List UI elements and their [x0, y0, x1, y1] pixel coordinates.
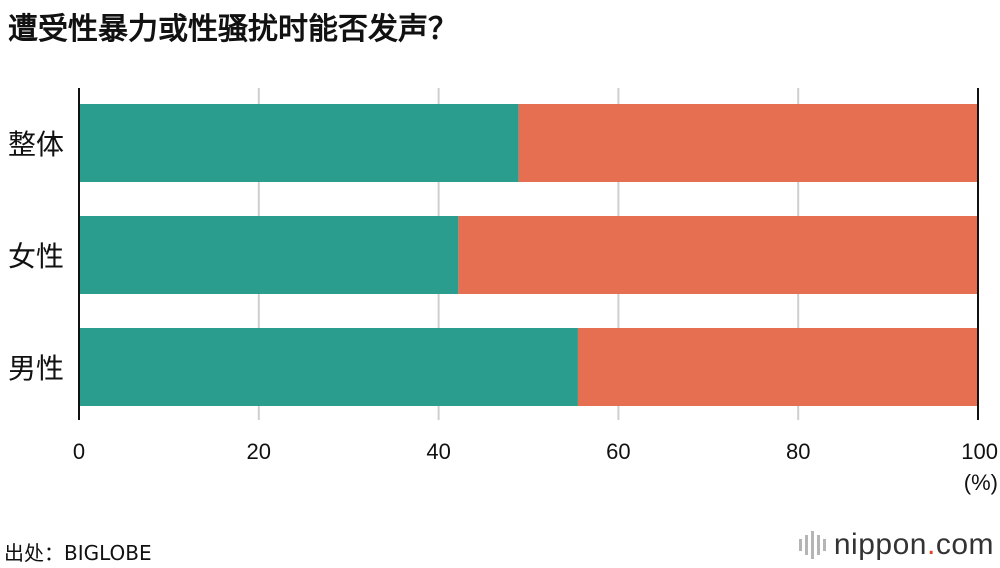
- x-unit-label: (%): [964, 470, 998, 495]
- nippon-logo: nippon.com: [798, 527, 994, 563]
- category-label: 整体: [8, 128, 64, 161]
- bar-first-segment: [79, 216, 459, 294]
- x-tick-labels: 0 20 40 60 80 100 (%): [73, 439, 998, 495]
- x-tick-label: 40: [426, 439, 450, 464]
- x-tick-label: 100: [961, 439, 998, 464]
- category-label: 男性: [8, 352, 64, 385]
- bar-second-segment: [577, 328, 978, 406]
- x-tick-label: 0: [73, 439, 85, 464]
- x-tick-label: 60: [606, 439, 630, 464]
- chart-title: 遭受性暴力或性骚扰时能否发声？: [8, 12, 458, 47]
- x-tick-label: 80: [786, 439, 810, 464]
- bar-second-segment: [458, 216, 978, 294]
- axes: [78, 88, 979, 420]
- x-tick-label: 20: [247, 439, 271, 464]
- logo-mark-icon: [798, 531, 826, 559]
- bar-first-segment: [79, 104, 519, 182]
- bar-first-segment: [79, 328, 578, 406]
- bars: [79, 104, 978, 406]
- category-label: 女性: [8, 240, 64, 273]
- logo-text: nippon.com: [833, 528, 994, 561]
- bar-second-segment: [518, 104, 978, 182]
- source-note: 出处：BIGLOBE: [4, 541, 152, 565]
